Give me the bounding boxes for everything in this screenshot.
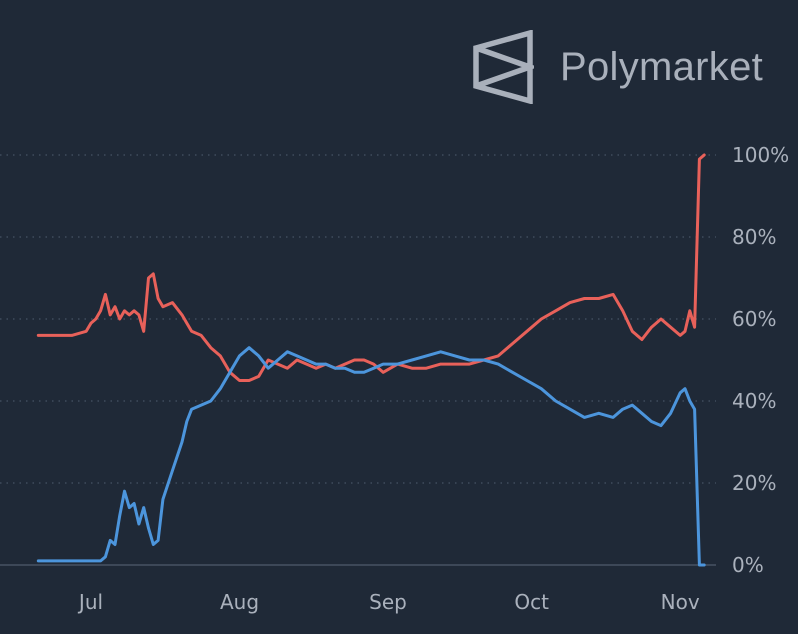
x-tick-label: Nov — [661, 590, 700, 614]
y-tick-label: 80% — [732, 225, 776, 249]
x-tick-label: Aug — [220, 590, 259, 614]
y-tick-label: 60% — [732, 307, 776, 331]
brand-logo: Polymarket — [472, 30, 763, 104]
y-tick-label: 20% — [732, 471, 776, 495]
series-line-2 — [36, 346, 706, 567]
x-tick-label: Sep — [369, 590, 407, 614]
series-line-1 — [36, 153, 706, 382]
x-tick-label: Jul — [77, 590, 103, 614]
y-tick-label: 40% — [732, 389, 776, 413]
y-tick-label: 100% — [732, 143, 789, 167]
y-tick-label: 0% — [732, 553, 764, 577]
polymarket-logo-icon — [473, 30, 534, 104]
brand-name: Polymarket — [560, 44, 764, 89]
x-tick-label: Oct — [514, 590, 549, 614]
